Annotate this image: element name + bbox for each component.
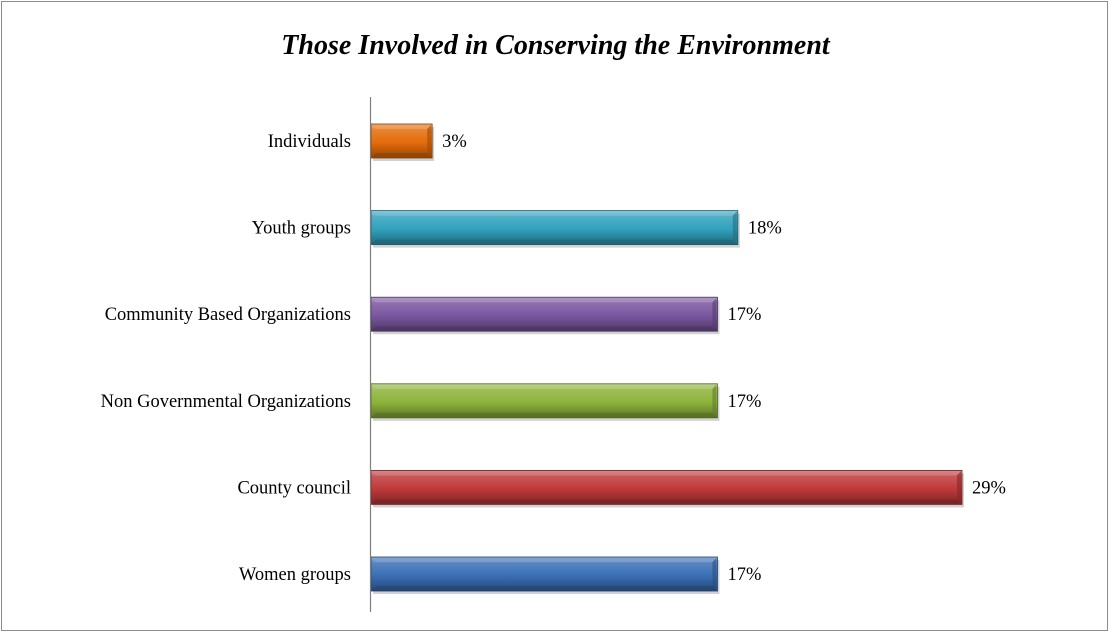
bar-top-bevel	[372, 384, 717, 389]
bar-non-governmental-organizations	[370, 383, 720, 421]
bar-youth-groups	[370, 210, 740, 248]
bar-end-bevel	[712, 384, 717, 417]
data-label-women-groups: 17%	[727, 565, 761, 585]
bar-bottom-bevel	[372, 326, 717, 331]
bar-end-bevel	[732, 211, 737, 244]
data-label-individuals: 3%	[442, 132, 467, 152]
data-label-county-council: 29%	[972, 478, 1006, 498]
bar-end-bevel	[712, 298, 717, 331]
bar-bottom-bevel	[372, 412, 717, 417]
bar-body	[370, 296, 718, 332]
data-label-youth-groups: 18%	[748, 219, 782, 239]
bar-body	[370, 469, 963, 505]
bar-community-based-organizations	[370, 296, 720, 335]
bar-body	[370, 123, 433, 159]
bar-body	[370, 383, 718, 419]
category-label-individuals: Individuals	[268, 132, 351, 152]
bar-bottom-bevel	[372, 499, 961, 504]
bar-end-bevel	[427, 125, 432, 157]
bar-county-council	[370, 469, 964, 508]
bar-top-bevel	[372, 125, 432, 129]
bar-bottom-bevel	[372, 586, 717, 590]
data-label-community-based-organizations: 17%	[727, 305, 761, 325]
chart-title: Those Involved in Conserving the Environ…	[281, 30, 830, 61]
bar-bottom-bevel	[372, 239, 737, 244]
data-label-non-governmental-organizations: 17%	[727, 392, 761, 412]
bar-bottom-bevel	[372, 153, 432, 157]
bar-end-bevel	[957, 471, 961, 504]
bar-body	[370, 210, 739, 246]
bar-body	[370, 556, 718, 592]
category-label-community-based-organizations: Community Based Organizations	[105, 305, 351, 325]
category-label-county-council: County council	[237, 478, 351, 498]
bar-top-bevel	[372, 211, 737, 216]
bar-top-bevel	[372, 298, 717, 303]
bar-women-groups	[370, 556, 720, 594]
bar-top-bevel	[372, 471, 961, 476]
bar-top-bevel	[372, 558, 717, 562]
category-label-youth-groups: Youth groups	[252, 219, 351, 239]
category-label-non-governmental-organizations: Non Governmental Organizations	[101, 392, 351, 412]
bar-individuals	[370, 123, 435, 161]
bar-end-bevel	[712, 558, 717, 590]
category-label-women-groups: Women groups	[239, 565, 351, 585]
